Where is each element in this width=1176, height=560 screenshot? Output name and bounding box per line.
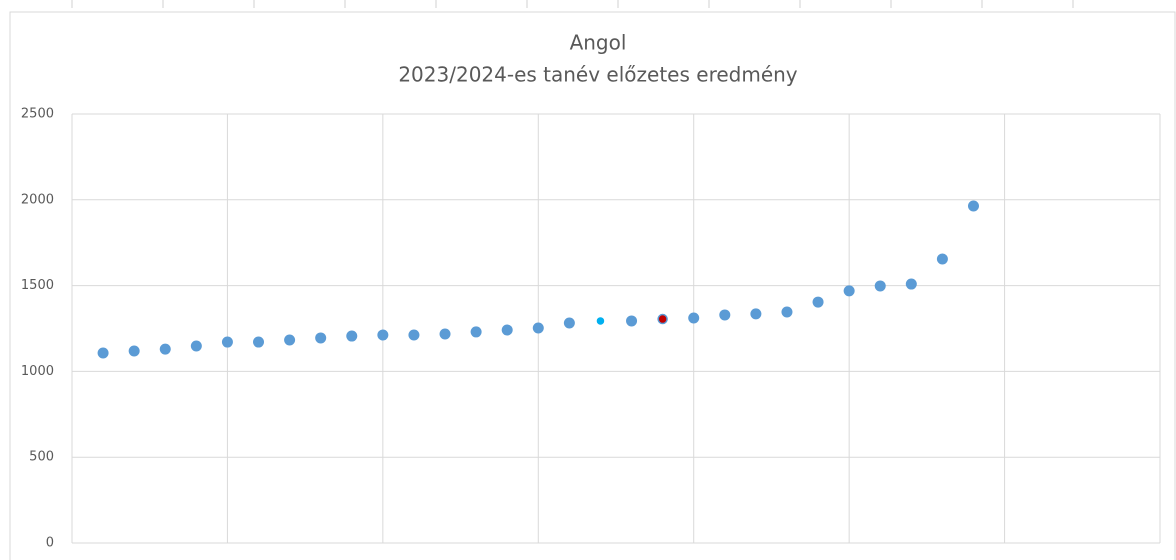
chart-subtitle: 2023/2024-es tanév előzetes eredmény (398, 63, 797, 87)
point (408, 329, 420, 341)
point (563, 317, 575, 329)
point (719, 309, 731, 321)
point (626, 315, 638, 327)
point (190, 340, 202, 352)
point (812, 296, 824, 308)
point (315, 332, 327, 344)
point (439, 328, 451, 340)
point (346, 330, 358, 342)
y-tick-label: 2000 (21, 192, 54, 207)
point (97, 347, 109, 359)
y-tick-label: 1500 (21, 278, 54, 293)
y-tick-label: 1000 (21, 364, 54, 379)
chart-title: Angol (570, 31, 627, 55)
point (128, 345, 140, 357)
y-tick-label: 500 (29, 450, 54, 465)
point (221, 336, 233, 348)
point (936, 253, 948, 265)
point (253, 336, 265, 348)
point (532, 322, 544, 334)
point (967, 200, 979, 212)
point (470, 326, 482, 338)
point (377, 329, 389, 341)
point (159, 343, 171, 355)
point (284, 334, 296, 346)
point (874, 280, 886, 292)
point (781, 306, 793, 318)
point (750, 308, 762, 320)
point (501, 324, 513, 336)
y-tick-label: 0 (46, 536, 54, 551)
y-tick-label: 2500 (21, 107, 54, 122)
point (843, 285, 855, 297)
point (688, 312, 700, 324)
point (657, 313, 668, 325)
point (905, 278, 917, 290)
point (595, 315, 606, 327)
sheet-ruler (71, 0, 1074, 8)
